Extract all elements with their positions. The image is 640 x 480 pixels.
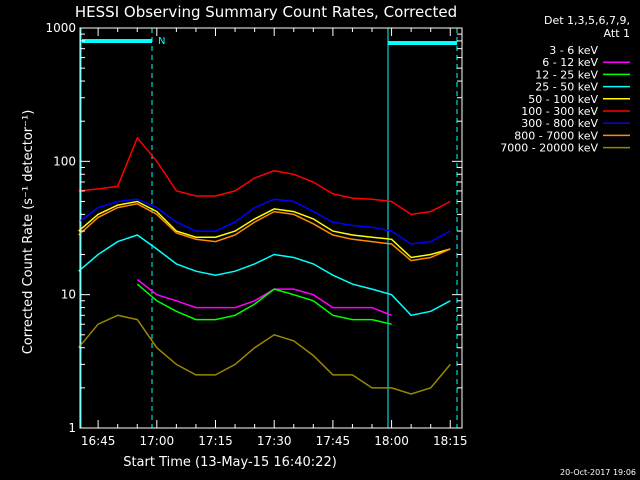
series-line-50-100-kev bbox=[78, 200, 451, 259]
series-line-100-300-kev bbox=[78, 136, 451, 216]
chart-title: HESSI Observing Summary Count Rates, Cor… bbox=[75, 3, 457, 21]
series-line-7000-20000-kev bbox=[78, 314, 451, 395]
x-tick-label: 17:15 bbox=[198, 434, 233, 448]
y-tick-label: 100 bbox=[53, 154, 76, 168]
footer-date: 20-Oct-2017 19:06 bbox=[560, 468, 636, 477]
legend-header-line-1: Det 1,3,5,6,7,9, bbox=[544, 14, 630, 27]
x-tick-label: 16:45 bbox=[81, 434, 116, 448]
x-tick-label: 17:00 bbox=[140, 434, 175, 448]
series-line-300-800-kev bbox=[78, 198, 451, 245]
legend-label: 12 - 25 keV bbox=[535, 68, 598, 81]
x-axis-label: Start Time (13-May-15 16:40:22) bbox=[123, 455, 337, 470]
legend-label: 6 - 12 keV bbox=[542, 56, 598, 69]
legend-header-line-2: Att 1 bbox=[604, 27, 630, 40]
y-tick-label: 1000 bbox=[45, 21, 76, 35]
legend-label: 3 - 6 keV bbox=[549, 44, 598, 57]
x-tick-label: 17:30 bbox=[257, 434, 292, 448]
series-layer bbox=[78, 136, 451, 395]
legend-label: 100 - 300 keV bbox=[521, 105, 598, 118]
legend-label: 50 - 100 keV bbox=[528, 93, 598, 106]
plot-frame bbox=[79, 27, 463, 429]
x-axis: 16:45 17:00 17:15 17:30 17:45 18:00 18:15 bbox=[81, 28, 468, 448]
flag-label: N bbox=[158, 36, 165, 47]
observing-flags: N bbox=[80, 28, 458, 428]
legend-label: 25 - 50 keV bbox=[535, 81, 598, 94]
legend-label: 300 - 800 keV bbox=[521, 117, 598, 130]
legend-label: 7000 - 20000 keV bbox=[500, 142, 598, 155]
y-tick-label: 1 bbox=[68, 421, 76, 435]
x-tick-label: 18:00 bbox=[374, 434, 409, 448]
series-line-6-12-kev bbox=[136, 278, 392, 316]
legend-label: 800 - 7000 keV bbox=[514, 129, 598, 142]
series-line-800-7000-kev bbox=[78, 203, 451, 262]
y-tick-label: 10 bbox=[61, 288, 76, 302]
x-tick-label: 17:45 bbox=[316, 434, 351, 448]
series-line-12-25-kev bbox=[136, 283, 392, 325]
y-axis-label: Corrected Count Rate (s⁻¹ detector⁻¹) bbox=[21, 110, 36, 355]
x-tick-label: 18:15 bbox=[433, 434, 468, 448]
y-axis: 1 10 100 1000 bbox=[45, 21, 462, 435]
series-line-25-50-kev bbox=[78, 234, 451, 317]
